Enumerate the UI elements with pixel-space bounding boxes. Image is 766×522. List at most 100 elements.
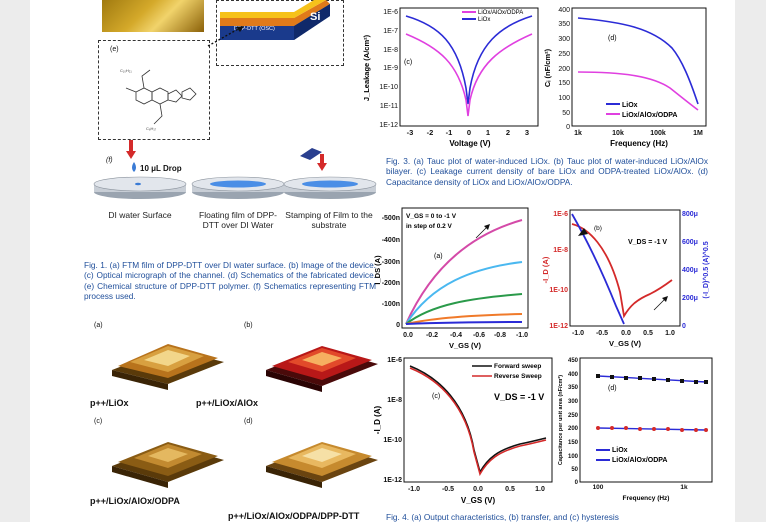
fig4b-ytick-right: 0 bbox=[682, 323, 686, 330]
stamp-substrate-icon bbox=[300, 148, 327, 171]
fig3c-ytick: 1E-8 bbox=[383, 47, 398, 54]
fig3d-curve-liox bbox=[577, 17, 699, 105]
fig4c-xtick: 1.0 bbox=[535, 486, 545, 493]
fig3d-ytick: 150 bbox=[558, 80, 570, 87]
fig4b-note: V_DS = -1 V bbox=[628, 239, 667, 246]
fig4c-note: V_DS = -1 V bbox=[494, 392, 544, 402]
petri-dish-2 bbox=[191, 176, 285, 199]
water-drop-icon bbox=[132, 162, 136, 172]
step-label-3: Stamping of Film to the substrate bbox=[285, 210, 373, 230]
fig4d-ytick: 200 bbox=[568, 426, 579, 432]
fig4a-ytick: 0 bbox=[396, 322, 400, 329]
fig3c-xtick: 0 bbox=[467, 128, 471, 137]
fig4a-curve-1 bbox=[405, 219, 523, 325]
fig4c-ytick: 1E-10 bbox=[383, 437, 402, 444]
fig3-caption-prefix: Fig. 3. bbox=[386, 156, 411, 166]
panel-f-label: (f) bbox=[106, 157, 113, 164]
fig3c-ytick: 1E-12 bbox=[379, 122, 398, 129]
fig3d-ylabel: Cᵢ (nF/cm²) bbox=[543, 48, 552, 87]
fig4c-legend-1: Forward sweep bbox=[494, 363, 541, 370]
afm-panel-d-label: (d) bbox=[244, 418, 253, 425]
fig4a-ytick: -200n bbox=[382, 280, 400, 287]
fig4b-ytick-left: 1E-10 bbox=[549, 287, 568, 294]
fig4c-xtick: 0.0 bbox=[473, 486, 483, 493]
fig3d-xlabel: Frequency (Hz) bbox=[610, 139, 668, 148]
fig4b-xtick: 0.5 bbox=[643, 330, 653, 337]
fig3d-xtick: 100k bbox=[650, 130, 666, 137]
svg-text:C₈H₁₇: C₈H₁₇ bbox=[146, 126, 157, 131]
fig4c-xtick: 0.5 bbox=[505, 486, 515, 493]
red-arrow-down-icon bbox=[126, 140, 136, 159]
fig4c-xlabel: V_GS (V) bbox=[461, 496, 496, 505]
fig4a-xtick: -0.4 bbox=[450, 332, 462, 339]
panel-e-label: (e) bbox=[110, 46, 119, 53]
fig3d-ytick: 0 bbox=[566, 124, 570, 131]
fig4c-panel-label: (c) bbox=[432, 393, 440, 400]
right-page-margin bbox=[735, 0, 766, 522]
fig4a-xtick: -1.0 bbox=[516, 332, 528, 339]
fig4d-xlabel: Frequency (Hz) bbox=[623, 495, 670, 502]
fig4c-ytick: 1E-8 bbox=[387, 397, 402, 404]
fig3d-legend-1: LiOx bbox=[622, 102, 638, 109]
afm-image-c bbox=[112, 442, 224, 488]
fig3c-ylabel: J_Leakage (A/cm²) bbox=[362, 34, 371, 101]
fig4d-ytick: 400 bbox=[568, 372, 579, 378]
fig1-caption-prefix: Fig. 1. bbox=[84, 260, 108, 270]
drop-volume-label: 10 μL Drop bbox=[140, 164, 182, 173]
fig4d-xtick: 100 bbox=[593, 484, 604, 491]
fig4b-xtick: 0.0 bbox=[621, 330, 631, 337]
fig4a-curve-5 bbox=[405, 321, 523, 325]
fig4b-ytick-left: 1E-6 bbox=[553, 211, 568, 218]
stack-osc-label: DPP-DTT (OSC) bbox=[234, 26, 275, 32]
fig4a-note-2: in step of 0.2 V bbox=[406, 223, 453, 230]
chem-structure-box bbox=[98, 40, 210, 140]
fig3c-ytick: 1E-9 bbox=[383, 65, 398, 72]
fig3d-legend-2: LiOx/AlOx/ODPA bbox=[622, 112, 678, 119]
device-photo bbox=[102, 0, 204, 32]
fig4b-ytick-right: 400μ bbox=[682, 267, 698, 274]
afm-image-d bbox=[266, 442, 378, 488]
afm-label-a: p++/LiOx bbox=[90, 398, 129, 408]
fig4a-ytick: -400n bbox=[382, 237, 400, 244]
fig4a-xtick: -0.2 bbox=[426, 332, 438, 339]
fig3c-panel-label: (c) bbox=[404, 59, 412, 66]
fig3d-xtick: 10k bbox=[612, 130, 624, 137]
fig3d-ytick: 300 bbox=[558, 36, 570, 43]
fig4c-ylabel: -I_D (A) bbox=[373, 405, 382, 434]
step-label-2: Floating film of DPP-DTT over DI Water bbox=[199, 210, 277, 230]
fig3d-panel-label: (d) bbox=[608, 35, 617, 42]
fig4c-curve-forward bbox=[409, 365, 547, 475]
fig4b-curve-sqrt bbox=[571, 213, 625, 325]
svg-text:C₁₀H₂₁: C₁₀H₂₁ bbox=[120, 68, 132, 73]
fig4d-markers-odpa bbox=[596, 426, 708, 432]
fig3c-ytick: 1E-10 bbox=[379, 84, 398, 91]
left-page-margin bbox=[0, 0, 30, 522]
fig3c-xlabel: Voltage (V) bbox=[449, 139, 491, 148]
fig4d-ytick: 250 bbox=[568, 413, 579, 419]
fig3d-curve-odpa bbox=[577, 71, 699, 111]
fig4a-ytick: -100n bbox=[382, 301, 400, 308]
fig3c-xtick: 2 bbox=[506, 128, 510, 137]
fig1-caption: Fig. 1. (a) FTM film of DPP-DTT over DI … bbox=[84, 260, 376, 302]
fig4b-xtick: -0.5 bbox=[596, 330, 608, 337]
petri-dish-1 bbox=[93, 176, 187, 199]
fig3c-ytick: 1E-6 bbox=[383, 9, 398, 16]
fig4a-curve-4 bbox=[405, 313, 523, 325]
fig4b-ylabel-left: -I_D (A) bbox=[541, 256, 550, 283]
fig4b-ytick-left: 1E-8 bbox=[553, 247, 568, 254]
dotted-arrow bbox=[207, 26, 244, 47]
afm-panel-a-label: (a) bbox=[94, 322, 103, 329]
fig3d-capacitance-plot: 400 350 300 250 200 150 100 50 0 1k 10k … bbox=[543, 7, 707, 148]
fig4a-xlabel: V_GS (V) bbox=[449, 341, 482, 350]
fig4c-xtick: -1.0 bbox=[408, 486, 420, 493]
fig4c-ytick: 1E-12 bbox=[383, 477, 402, 484]
fig4a-panel-label: (a) bbox=[434, 253, 443, 260]
fig4c-legend-2: Reverse Sweep bbox=[494, 373, 542, 380]
fig4-caption-text: (a) Output characteristics, (b) transfer… bbox=[411, 512, 619, 522]
fig3c-xtick: -1 bbox=[446, 128, 453, 137]
fig4c-xtick: -0.5 bbox=[442, 486, 454, 493]
fig4b-ytick-right: 200μ bbox=[682, 295, 698, 302]
fig4a-ytick: -300n bbox=[382, 259, 400, 266]
fig3d-ytick: 400 bbox=[558, 7, 570, 14]
fig4d-ylabel: Capacitance per unit area (nF/cm²) bbox=[557, 375, 564, 465]
